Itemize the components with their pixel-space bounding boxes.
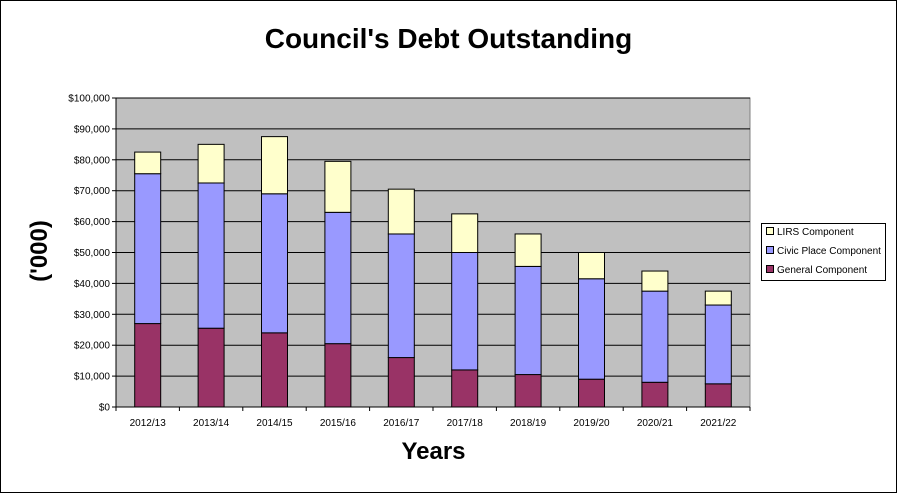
x-tick-label: 2015/16 bbox=[320, 418, 357, 429]
y-tick-label: $80,000 bbox=[74, 155, 111, 166]
x-tick-label: 2019/20 bbox=[573, 418, 610, 429]
bar-segment bbox=[261, 332, 288, 408]
bar-segment bbox=[261, 136, 288, 195]
bar-segment bbox=[324, 343, 352, 408]
bar-segment bbox=[261, 193, 288, 334]
bar-segment bbox=[641, 270, 669, 292]
legend-label-civic: Civic Place Component bbox=[777, 246, 881, 257]
x-tick-label: 2016/17 bbox=[383, 418, 420, 429]
bar-segment bbox=[578, 278, 605, 380]
bar-segment bbox=[641, 290, 669, 383]
bar-segment bbox=[704, 304, 732, 385]
legend-swatch-lirs bbox=[766, 227, 774, 236]
x-tick-label: 2012/13 bbox=[130, 418, 167, 429]
y-tick-label: $0 bbox=[99, 403, 111, 414]
bar-segment bbox=[451, 252, 479, 371]
y-tick-label: $20,000 bbox=[74, 341, 111, 352]
bar-segment bbox=[704, 290, 732, 306]
legend-label-general: General Component bbox=[777, 265, 868, 276]
y-tick-label: $70,000 bbox=[74, 186, 111, 197]
bar-segment bbox=[134, 151, 162, 175]
bar-segment bbox=[578, 252, 605, 280]
x-tick-label: 2020/21 bbox=[637, 418, 674, 429]
y-tick-label: $100,000 bbox=[68, 94, 110, 105]
x-tick-label: 2021/22 bbox=[700, 418, 737, 429]
chart-title: Council's Debt Outstanding bbox=[264, 23, 633, 54]
bar-segment bbox=[197, 182, 225, 329]
y-tick-label: $90,000 bbox=[74, 124, 111, 135]
bar-segment bbox=[197, 327, 225, 408]
x-axis-label: Years bbox=[401, 438, 466, 465]
legend-item-lirs: LIRS Component bbox=[766, 226, 854, 240]
legend-swatch-general bbox=[766, 265, 774, 274]
y-tick-label: $60,000 bbox=[74, 217, 111, 228]
legend-swatch-civic bbox=[766, 246, 774, 255]
bar-segment bbox=[387, 188, 415, 235]
bar-segment bbox=[451, 369, 479, 408]
bar-segment bbox=[514, 265, 542, 376]
x-tick-label: 2017/18 bbox=[447, 418, 484, 429]
bar-segment bbox=[641, 381, 669, 408]
bar-segment bbox=[514, 374, 542, 408]
bar-segment bbox=[704, 383, 732, 408]
bar-segment bbox=[197, 143, 225, 184]
x-tick-label: 2018/19 bbox=[510, 418, 547, 429]
y-tick-label: $10,000 bbox=[74, 372, 111, 383]
bar-segment bbox=[387, 357, 415, 408]
bar-segment bbox=[324, 160, 352, 213]
bar-segment bbox=[134, 173, 162, 325]
legend-item-general: General Component bbox=[766, 264, 867, 278]
y-tick-label: $50,000 bbox=[74, 248, 111, 259]
bar-segment bbox=[134, 323, 162, 408]
bar-segment bbox=[514, 233, 542, 267]
y-tick-label: $40,000 bbox=[74, 279, 111, 290]
x-tick-label: 2013/14 bbox=[193, 418, 230, 429]
legend-item-civic: Civic Place Component bbox=[766, 245, 881, 259]
legend: LIRS Component Civic Place Component Gen… bbox=[761, 223, 886, 281]
bar-segment bbox=[451, 213, 479, 253]
y-axis-label: ('000) bbox=[26, 220, 53, 282]
bar-segment bbox=[324, 211, 352, 345]
bar-segment bbox=[387, 233, 415, 359]
y-tick-label: $30,000 bbox=[74, 310, 111, 321]
bar-segment bbox=[578, 378, 605, 408]
x-tick-label: 2014/15 bbox=[256, 418, 293, 429]
legend-label-lirs: LIRS Component bbox=[777, 227, 854, 238]
